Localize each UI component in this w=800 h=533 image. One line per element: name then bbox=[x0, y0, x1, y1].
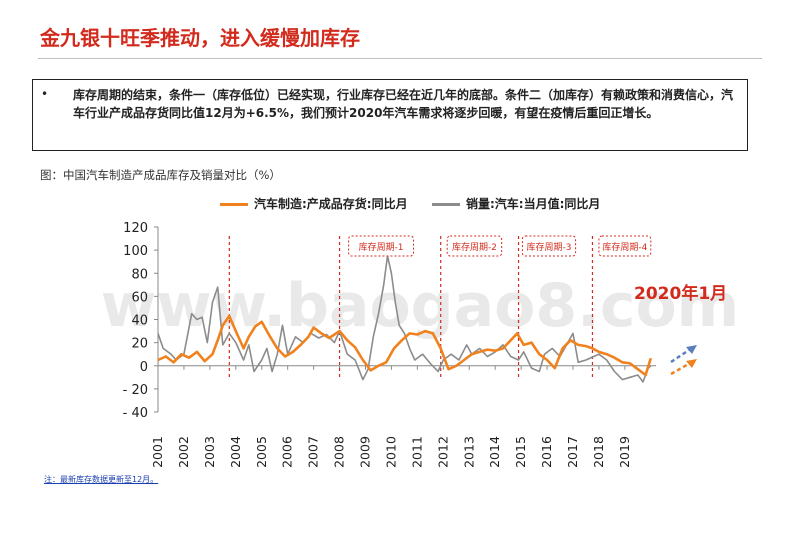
legend-swatch-inventory bbox=[220, 203, 248, 206]
trend-arrow-blue bbox=[670, 345, 697, 364]
y-tick-label: 100 bbox=[123, 244, 148, 259]
summary-box: • 库存周期的结束，条件一（库存低位）已经实现，行业库存已经在近几年的底部。条件… bbox=[32, 79, 748, 151]
x-tick-label: 2014 bbox=[487, 436, 502, 468]
cycle-dividers bbox=[228, 236, 594, 380]
x-tick-label: 2018 bbox=[591, 436, 606, 468]
x-tick-label: 2016 bbox=[539, 436, 554, 468]
cycle-labels: 库存周期-1 库存周期-2 库存周期-3 库存周期-4 bbox=[348, 235, 652, 257]
cycle-box-frame bbox=[598, 235, 652, 257]
chart-caption: 图：中国汽车制造产成品库存及销量对比（%） bbox=[40, 168, 281, 182]
x-tick-label: 2007 bbox=[306, 436, 321, 468]
trend-arrow-blue-head bbox=[686, 345, 697, 354]
bullet-marker: • bbox=[41, 87, 49, 101]
page-title: 金九银十旺季推动，进入缓慢加库存 bbox=[40, 26, 360, 50]
cycle-box-4: 库存周期-4 bbox=[598, 235, 652, 257]
x-tick-label: 2002 bbox=[176, 436, 191, 468]
y-tick-label: 60 bbox=[131, 290, 148, 305]
cycle-box-label: 库存周期-1 bbox=[359, 241, 404, 253]
cycle-box-frame bbox=[446, 235, 503, 257]
title-divider bbox=[38, 58, 762, 59]
x-tick-label: 2017 bbox=[565, 436, 580, 468]
cycle-box-label: 库存周期-3 bbox=[527, 241, 572, 253]
chart-annotations: 2020年1月 bbox=[634, 283, 727, 376]
x-tick-label: 2019 bbox=[617, 436, 632, 468]
x-tick-label: 2010 bbox=[383, 436, 398, 468]
trend-arrow-orange bbox=[670, 359, 697, 376]
cycle-box-label: 库存周期-2 bbox=[452, 241, 497, 253]
x-tick-label: 2006 bbox=[280, 436, 295, 468]
x-tick-label: 2004 bbox=[228, 436, 243, 468]
trend-arrow-orange-head bbox=[686, 359, 697, 368]
x-tick-label: 2009 bbox=[358, 436, 373, 468]
cycle-box-2: 库存周期-2 bbox=[446, 235, 503, 257]
watermark-text: www.baogao8.com bbox=[101, 271, 739, 341]
y-tick-label: 0 bbox=[140, 360, 148, 375]
legend-swatch-sales bbox=[432, 203, 460, 206]
x-tick-label: 2011 bbox=[409, 436, 424, 468]
cycle-box-3: 库存周期-3 bbox=[521, 235, 577, 257]
legend-item-inventory: 汽车制造:产成品存货:同比月 bbox=[220, 195, 408, 212]
legend-label-sales: 销量:汽车:当月值:同比月 bbox=[466, 197, 601, 211]
x-tick-label: 2012 bbox=[435, 436, 450, 468]
y-tick-label: - 40 bbox=[123, 406, 148, 421]
cycle-box-frame bbox=[521, 235, 577, 257]
y-tick-label: 40 bbox=[131, 314, 148, 329]
x-tick-label: 2003 bbox=[202, 436, 217, 468]
y-tick-label: 20 bbox=[131, 337, 148, 352]
y-tick-label: 80 bbox=[131, 267, 148, 282]
x-tick-label: 2015 bbox=[513, 436, 528, 468]
x-tick-label: 2013 bbox=[461, 436, 476, 468]
x-tick-label: 2008 bbox=[332, 436, 347, 468]
cycle-box-label: 库存周期-4 bbox=[602, 241, 647, 253]
x-tick-label: 2005 bbox=[254, 436, 269, 468]
summary-text: 库存周期的结束，条件一（库存低位）已经实现，行业库存已经在近几年的底部。条件二（… bbox=[73, 88, 734, 120]
annotation-2020-jan: 2020年1月 bbox=[634, 283, 727, 304]
legend-item-sales: 销量:汽车:当月值:同比月 bbox=[432, 195, 600, 212]
cycle-box-1: 库存周期-1 bbox=[348, 235, 414, 257]
trend-arrow-blue-line bbox=[670, 346, 693, 364]
chart-series bbox=[157, 255, 653, 383]
x-tick-label: 2001 bbox=[150, 436, 165, 468]
legend-label-inventory: 汽车制造:产成品存货:同比月 bbox=[254, 197, 408, 211]
cycle-box-frame bbox=[348, 235, 414, 257]
watermark: www.baogao8.com bbox=[101, 271, 739, 341]
series-line-inventory bbox=[157, 314, 653, 377]
footnote: 注：最新库存数据更新至12月。 bbox=[44, 475, 159, 484]
y-tick-label: - 20 bbox=[123, 383, 148, 398]
y-tick-label: 120 bbox=[123, 221, 148, 236]
